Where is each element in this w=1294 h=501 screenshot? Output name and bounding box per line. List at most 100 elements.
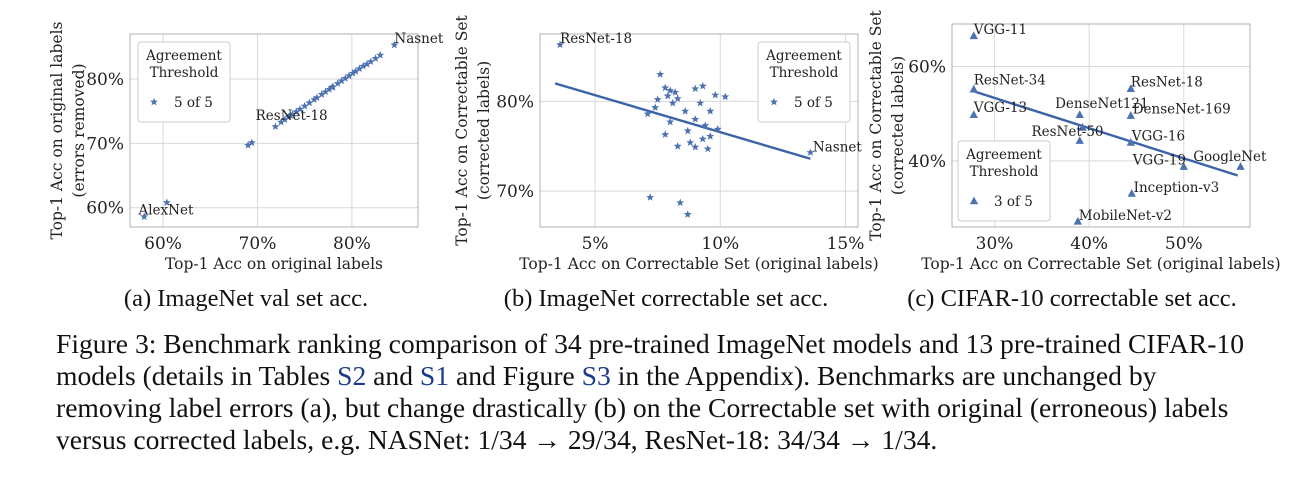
y-tick-label: 80% xyxy=(86,70,124,90)
data-point xyxy=(691,142,700,151)
data-point xyxy=(1126,84,1135,92)
y-tick-label: 40% xyxy=(908,152,946,172)
data-point xyxy=(683,126,692,135)
data-point xyxy=(390,40,399,49)
data-point xyxy=(1179,162,1188,170)
data-point xyxy=(300,101,309,110)
data-point xyxy=(310,95,319,104)
data-point xyxy=(1126,138,1135,146)
data-point xyxy=(1073,216,1083,225)
data-point xyxy=(312,93,321,102)
data-point xyxy=(666,86,675,94)
data-point xyxy=(328,83,337,91)
data-point xyxy=(686,138,695,147)
data-point xyxy=(653,95,662,103)
legend-title-line-2: Threshold xyxy=(150,65,219,81)
data-point xyxy=(288,110,297,118)
data-point xyxy=(969,84,978,93)
subfigure-caption: (c) CIFAR-10 correctable set acc. xyxy=(907,285,1236,312)
y-tick-label: 60% xyxy=(908,57,946,77)
plot-frame xyxy=(129,33,419,228)
y-tick-label: 70% xyxy=(496,182,534,202)
point-label: VGG-19 xyxy=(1132,153,1186,169)
data-point xyxy=(1236,162,1245,170)
data-point xyxy=(162,198,171,206)
point-label: Nasnet xyxy=(394,31,443,47)
data-point xyxy=(348,69,357,77)
y-axis-label: Top-1 Acc on Correctable Set xyxy=(453,14,471,245)
x-tick-label: 40% xyxy=(1070,234,1108,254)
data-point xyxy=(247,138,256,147)
point-label: MobileNet-v2 xyxy=(1079,208,1172,224)
data-point xyxy=(806,148,815,156)
legend-entry: 5 of 5 xyxy=(174,95,213,111)
x-tick-label: 5% xyxy=(582,234,609,254)
legend-title-line-2: Threshold xyxy=(970,164,1039,180)
table-ref-s2[interactable]: S2 xyxy=(337,360,367,391)
data-point xyxy=(646,193,655,201)
legend-entry: 5 of 5 xyxy=(794,95,833,111)
caption-and: and xyxy=(366,360,420,391)
data-point xyxy=(721,92,730,101)
data-point xyxy=(969,110,978,118)
data-point xyxy=(661,83,670,92)
data-point xyxy=(711,90,720,99)
data-point xyxy=(706,132,715,140)
y-axis-label-line-2: (corrected labels) xyxy=(889,56,907,195)
y-tick-label: 80% xyxy=(496,92,534,112)
x-tick-label: 50% xyxy=(1165,234,1203,254)
data-point xyxy=(345,71,354,80)
data-point xyxy=(333,79,342,87)
data-point xyxy=(317,90,326,98)
point-label: ResNet-34 xyxy=(974,72,1046,88)
x-tick-label: 30% xyxy=(976,234,1014,254)
figure-3: 60% 70% 80% 60% 70% 80% Top-1 Acc on original … xyxy=(48,9,1281,312)
y-tick-label: 60% xyxy=(86,199,124,219)
data-point xyxy=(691,115,700,123)
x-axis-label: Top-1 Acc on Correctable Set (original l… xyxy=(519,255,878,273)
data-point xyxy=(280,115,289,123)
data-point xyxy=(351,67,360,75)
data-point xyxy=(713,124,722,133)
y-tick-label: 70% xyxy=(86,134,124,154)
data-point xyxy=(969,31,978,40)
data-point xyxy=(556,40,565,49)
data-point xyxy=(663,91,672,100)
data-point xyxy=(696,98,705,107)
point-label: ResNet-18 xyxy=(1131,75,1203,91)
data-point xyxy=(140,212,149,221)
data-point xyxy=(286,111,295,120)
data-point xyxy=(376,51,385,59)
table-ref-s1[interactable]: S1 xyxy=(419,360,450,391)
legend-box xyxy=(137,41,231,123)
legend-entry: 3 of 5 xyxy=(994,194,1033,210)
point-label: DenseNet121 xyxy=(1055,96,1148,112)
chart-panel-1: 60% 70% 80%60%70%80%Top-1 Acc on original … xyxy=(48,21,444,312)
data-point xyxy=(337,76,346,85)
data-point xyxy=(341,74,350,82)
legend-box xyxy=(957,140,1051,222)
y-axis-label: Top-1 Acc on original labels xyxy=(48,21,66,239)
caption-suffix: in the Appendix). Benchmarks are unchang… xyxy=(56,360,1229,455)
data-point xyxy=(284,112,293,121)
data-point xyxy=(355,64,364,73)
data-point xyxy=(321,87,330,96)
x-tick-label: 15% xyxy=(827,234,865,254)
data-point xyxy=(703,144,712,153)
data-point xyxy=(651,103,660,112)
chart-panel-2: 5% 10% 15% 70% 80% Top-1 Acc on Correctable S… xyxy=(453,14,879,312)
data-point xyxy=(1075,110,1084,118)
data-point xyxy=(656,70,665,78)
data-point xyxy=(1075,136,1084,144)
figure-ref-s3[interactable]: S3 xyxy=(581,360,611,391)
y-axis-label: Top-1 Acc on Correctable Set xyxy=(867,9,885,240)
plot-frame xyxy=(951,23,1251,228)
data-point xyxy=(371,54,380,62)
point-label: Inception-v3 xyxy=(1134,180,1220,196)
legend-marker xyxy=(770,97,778,106)
point-label: VGG-16 xyxy=(1131,128,1185,144)
data-point xyxy=(691,84,700,93)
